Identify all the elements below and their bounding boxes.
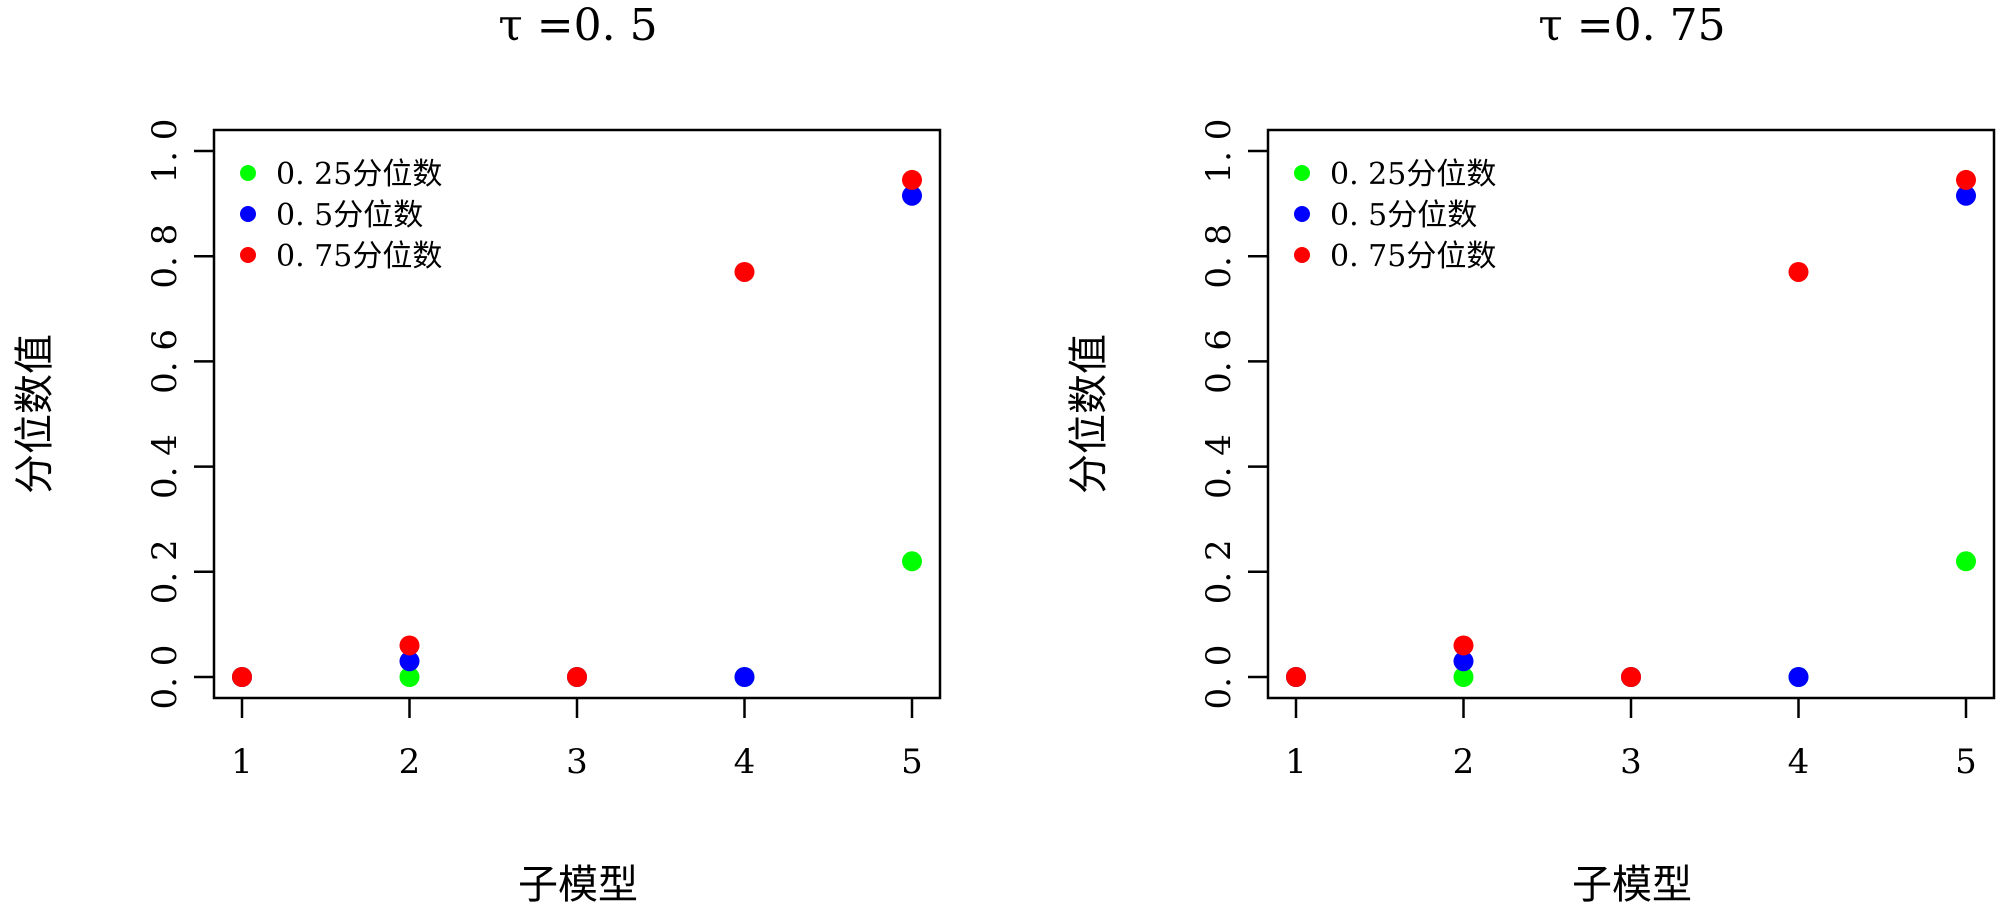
- legend-label: 0. 5分位数: [1330, 198, 1477, 233]
- x-axis: 1 2 3 4 5: [231, 698, 923, 782]
- data-points: [232, 169, 922, 687]
- legend-marker: [1294, 206, 1310, 222]
- legend-marker: [240, 247, 256, 263]
- y-axis-label: 分位数值: [12, 334, 58, 494]
- x-tick-label: 5: [1955, 742, 1977, 782]
- data-point: [1788, 261, 1809, 282]
- x-tick-label: 2: [1453, 742, 1475, 782]
- x-tick-label: 1: [231, 742, 253, 782]
- x-tick-label: 2: [399, 742, 421, 782]
- legend-label: 0. 75分位数: [1330, 239, 1496, 274]
- legend-label: 0. 25分位数: [276, 157, 442, 192]
- legend-label: 0. 75分位数: [276, 239, 442, 274]
- y-tick-label: 0. 6: [145, 329, 185, 394]
- legend: 0. 25分位数 0. 5分位数 0. 75分位数: [1294, 157, 1496, 274]
- data-point: [902, 169, 922, 190]
- legend: 0. 25分位数 0. 5分位数 0. 75分位数: [240, 157, 442, 274]
- data-point: [1956, 551, 1976, 572]
- legend-label: 0. 25分位数: [1330, 157, 1496, 192]
- y-tick-label: 0. 4: [1199, 434, 1239, 499]
- data-point: [1956, 185, 1976, 206]
- data-point: [1453, 651, 1474, 672]
- chart-title: τ =0. 75: [1538, 0, 1725, 51]
- legend-marker: [1294, 165, 1310, 181]
- y-tick-label: 0. 8: [145, 224, 185, 289]
- x-tick-label: 3: [566, 742, 588, 782]
- data-point: [1286, 667, 1306, 687]
- data-point: [1453, 667, 1474, 687]
- y-tick-label: 0. 6: [1199, 329, 1239, 394]
- y-axis: 0. 0 0. 2 0. 4 0. 6 0. 8 1. 0: [145, 119, 214, 710]
- chart-panel-right: τ =0. 75 子模型 分位数值 1 2 3 4 5 0. 0 0. 2 0. 4 0. 6…: [1066, 0, 1996, 908]
- data-point: [232, 667, 252, 687]
- data-point: [399, 635, 420, 656]
- y-tick-label: 0. 2: [1199, 539, 1239, 604]
- y-tick-label: 0. 8: [1199, 224, 1239, 289]
- y-tick-label: 0. 0: [145, 645, 185, 710]
- y-axis-label: 分位数值: [1066, 334, 1112, 494]
- x-tick-label: 3: [1620, 742, 1642, 782]
- chart-title: τ =0. 5: [498, 0, 657, 51]
- data-point: [1621, 667, 1641, 687]
- data-point: [902, 551, 922, 572]
- y-tick-label: 1. 0: [1199, 119, 1239, 184]
- y-tick-label: 0. 2: [145, 539, 185, 604]
- x-tick-label: 4: [1788, 742, 1810, 782]
- data-point: [902, 185, 922, 206]
- data-point: [1788, 667, 1809, 687]
- legend-marker: [240, 165, 256, 181]
- x-tick-label: 5: [901, 742, 923, 782]
- data-point: [399, 651, 420, 672]
- x-tick-label: 4: [734, 742, 756, 782]
- data-point: [734, 667, 755, 687]
- data-point: [399, 667, 420, 687]
- y-tick-label: 0. 0: [1199, 645, 1239, 710]
- x-axis-label: 子模型: [518, 862, 638, 908]
- x-tick-label: 1: [1285, 742, 1307, 782]
- data-point: [567, 667, 587, 687]
- x-axis-label: 子模型: [1572, 862, 1692, 908]
- legend-marker: [240, 206, 256, 222]
- legend-marker: [1294, 247, 1310, 263]
- x-axis: 1 2 3 4 5: [1285, 698, 1977, 782]
- data-point: [1956, 169, 1976, 190]
- data-point: [1453, 635, 1474, 656]
- legend-label: 0. 5分位数: [276, 198, 423, 233]
- y-tick-label: 1. 0: [145, 119, 185, 184]
- data-points: [1286, 169, 1976, 687]
- y-tick-label: 0. 4: [145, 434, 185, 499]
- y-axis: 0. 0 0. 2 0. 4 0. 6 0. 8 1. 0: [1199, 119, 1268, 710]
- data-point: [734, 261, 755, 282]
